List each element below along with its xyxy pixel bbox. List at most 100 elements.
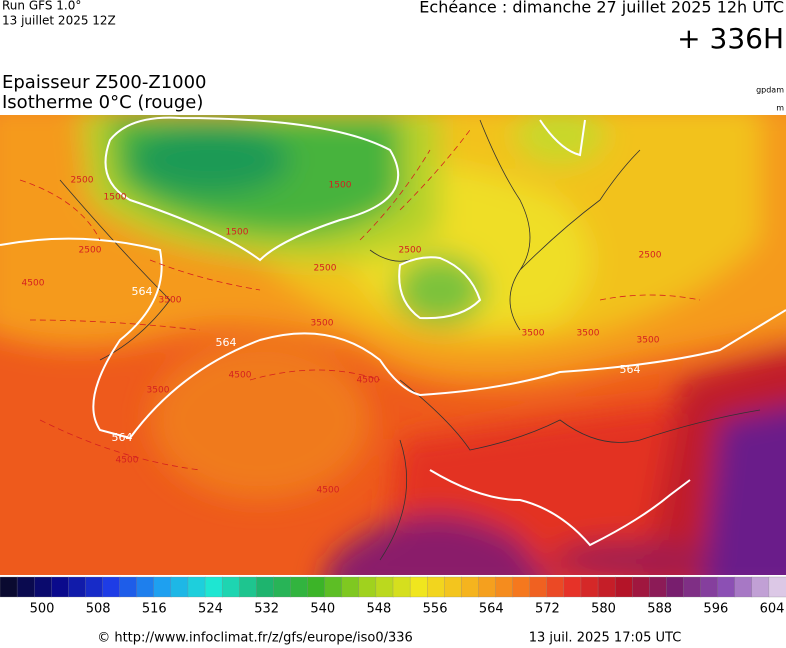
colorbar-cell xyxy=(307,576,326,598)
colorbar-cell xyxy=(700,576,719,598)
iso0-label: 4500 xyxy=(317,486,340,496)
colorbar-cell xyxy=(597,576,616,598)
iso0-contours xyxy=(19,129,701,471)
colorbar-cell xyxy=(632,576,650,598)
iso0-label: 4500 xyxy=(229,371,252,381)
colorbar-cell xyxy=(290,576,309,598)
iso0-label: 1500 xyxy=(329,181,352,191)
colorbar-tick-label: 580 xyxy=(591,602,616,617)
colorbar-cell xyxy=(358,576,377,598)
colorbar-tick-label: 524 xyxy=(198,602,223,617)
colorbar-tick-label: 508 xyxy=(86,602,111,617)
colorbar-cell xyxy=(563,576,582,598)
colorbar-tick-label: 500 xyxy=(30,602,55,617)
colorbar-cell xyxy=(153,576,172,598)
colorbar-cell xyxy=(239,576,257,598)
colorbar-tick-label: 516 xyxy=(142,602,167,617)
valid-time: Echéance : dimanche 27 juillet 2025 12h … xyxy=(419,0,784,17)
colorbar-tick-label: 604 xyxy=(760,602,785,617)
colorbar-cell xyxy=(256,576,275,598)
colorbar-tick-label: 564 xyxy=(479,602,504,617)
colorbar-cell xyxy=(649,576,668,598)
colorbar-cell xyxy=(666,576,685,598)
source-url: © http://www.infoclimat.fr/z/gfs/europe/… xyxy=(97,631,413,646)
colorbar-cell xyxy=(375,576,394,598)
colorbar-cell xyxy=(68,576,87,598)
title-line2: Isotherme 0°C (rouge) xyxy=(2,92,203,113)
unit-label: m xyxy=(776,104,784,113)
iso0-label: 2500 xyxy=(314,264,337,274)
unit-label: gpdam xyxy=(756,86,784,95)
iso0-label: 3500 xyxy=(522,329,545,339)
thickness-label: 564 xyxy=(112,431,133,444)
colorbar-cell xyxy=(273,576,292,598)
iso0-label: 4500 xyxy=(22,279,45,289)
colorbar-tick-label: 572 xyxy=(535,602,560,617)
colorbar-cell xyxy=(768,576,786,598)
colorbar-tick-label: 532 xyxy=(254,602,279,617)
iso0-label: 1500 xyxy=(104,193,127,203)
colorbar-cell xyxy=(683,576,702,598)
colorbar-cell xyxy=(512,576,531,598)
iso0-label: 2500 xyxy=(71,176,94,186)
colorbar-cell xyxy=(495,576,514,598)
colorbar-cell xyxy=(102,576,121,598)
colorbar-cell xyxy=(580,576,599,598)
colorbar-cell xyxy=(136,576,155,598)
colorbar-cell xyxy=(187,576,206,598)
iso0-label: 4500 xyxy=(116,456,139,466)
colorbar-cell xyxy=(751,576,770,598)
colorbar-cell xyxy=(119,576,138,598)
colorbar-cell xyxy=(409,576,428,598)
thickness-label: 564 xyxy=(620,363,641,376)
colorbar-cell xyxy=(427,576,445,598)
colorbar-tick-label: 588 xyxy=(647,602,672,617)
iso0-label: 3500 xyxy=(159,296,182,306)
colorbar-cell xyxy=(34,576,52,598)
iso0-label: 2500 xyxy=(399,246,422,256)
colorbar-cell xyxy=(529,576,548,598)
colorbar-tick-label: 548 xyxy=(367,602,392,617)
coastlines xyxy=(59,119,761,561)
iso0-label: 3500 xyxy=(147,386,170,396)
colorbar-cell xyxy=(51,576,69,598)
colorbar-cell xyxy=(444,576,462,598)
colorbar-cell xyxy=(85,576,104,598)
thickness-564-contour xyxy=(0,116,786,547)
generated-time: 13 juil. 2025 17:05 UTC xyxy=(529,631,682,646)
map-field xyxy=(0,115,786,575)
colorbar-cell xyxy=(324,576,343,598)
colorbar-cell xyxy=(16,576,35,598)
iso0-label: 3500 xyxy=(311,319,334,329)
run-date: 13 juillet 2025 12Z xyxy=(2,14,116,28)
thickness-label: 564 xyxy=(132,285,153,298)
colorbar-cell xyxy=(204,576,223,598)
colorbar-cell xyxy=(0,576,18,598)
colorbar-tick-label: 540 xyxy=(310,602,335,617)
thickness-label: 564 xyxy=(216,336,237,349)
colorbar-tick-label: 556 xyxy=(423,602,448,617)
iso0-label: 2500 xyxy=(639,251,662,261)
colorbar-cell xyxy=(221,576,240,598)
map-labels: 564 564 564 564 1500 1500 1500 2500 2500 2500 2500… xyxy=(22,176,662,496)
lead-time: + 336H xyxy=(677,22,784,55)
run-label: Run GFS 1.0° xyxy=(2,0,81,13)
colorbar-cell xyxy=(341,576,360,598)
title-line1: Epaisseur Z500-Z1000 xyxy=(2,72,207,93)
colorbar-cell xyxy=(734,576,753,598)
colorbar-cell xyxy=(717,576,736,598)
iso0-label: 4500 xyxy=(357,376,380,386)
iso0-label: 3500 xyxy=(577,329,600,339)
iso0-label: 1500 xyxy=(226,228,249,238)
colorbar-cell xyxy=(614,576,633,598)
colorbar: 500 508 516 524 532 540 548 556 564 572 580 588 596 6… xyxy=(0,576,786,617)
colorbar-cell xyxy=(478,576,497,598)
colorbar-cell xyxy=(170,576,189,598)
iso0-label: 3500 xyxy=(637,336,660,346)
colorbar-cell xyxy=(392,576,411,598)
colorbar-tick-label: 596 xyxy=(703,602,728,617)
colorbar-cell xyxy=(461,576,480,598)
iso0-label: 2500 xyxy=(79,246,102,256)
